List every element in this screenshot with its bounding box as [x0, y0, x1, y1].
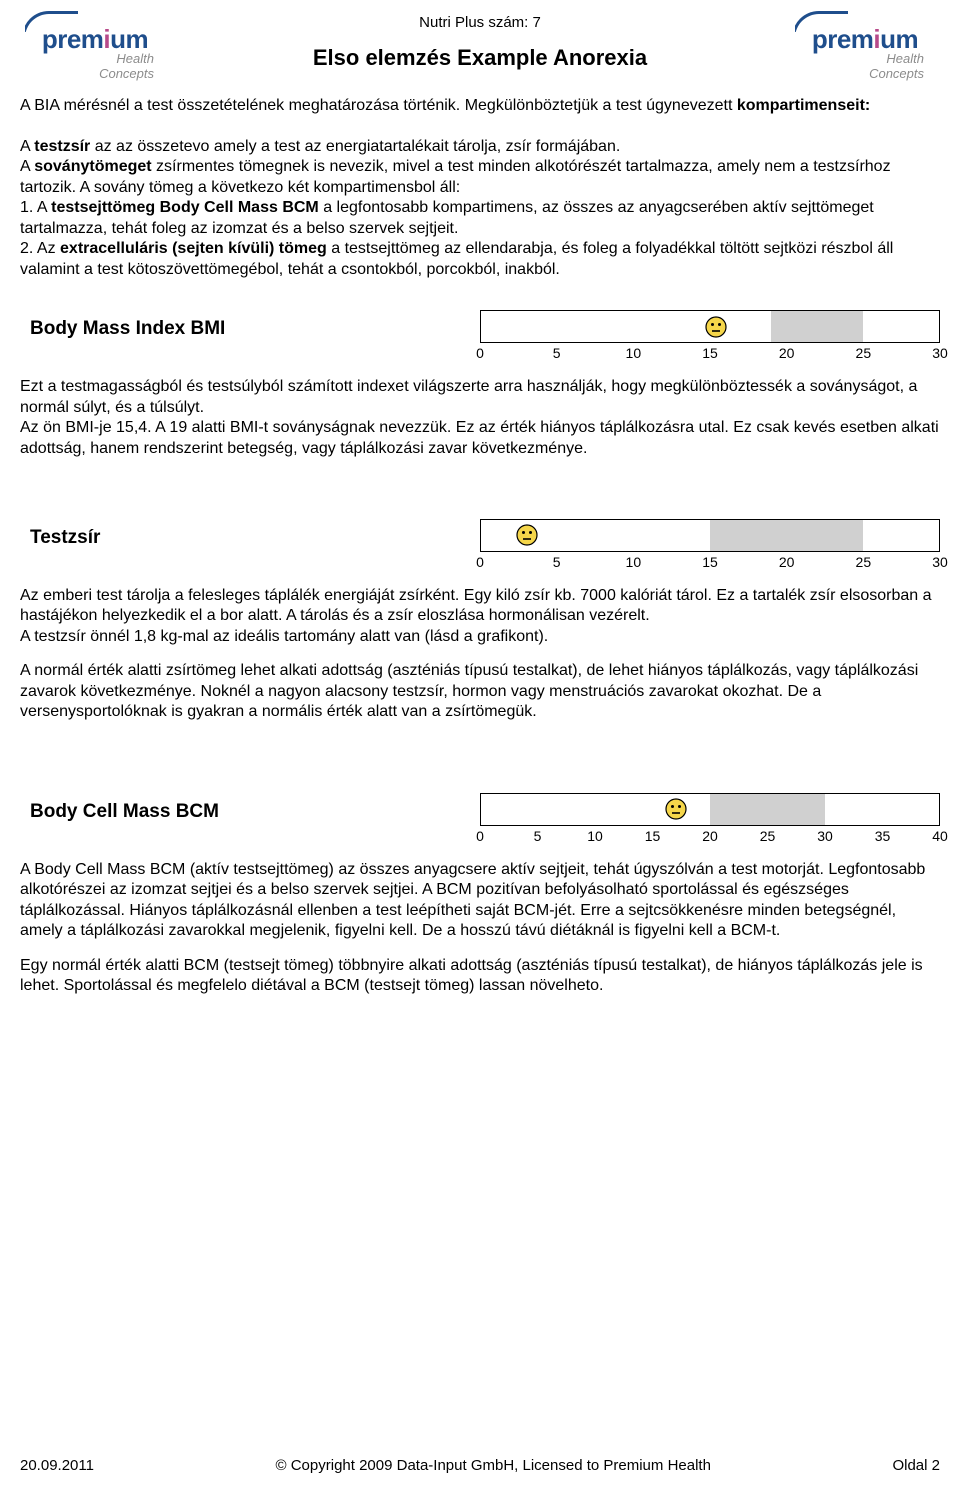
bmi-ticks: 051015202530: [480, 345, 940, 363]
bcm-chart: 0510152025303540: [480, 793, 940, 846]
bcm-title: Body Cell Mass BCM: [20, 793, 480, 823]
bmi-title: Body Mass Index BMI: [20, 310, 480, 340]
fat-section: Testzsír 051015202530: [20, 519, 940, 572]
fat-ticks: 051015202530: [480, 554, 940, 572]
bmi-chart: 051015202530: [480, 310, 940, 363]
bmi-scale-bar: [480, 310, 940, 343]
marker-face-icon: [664, 797, 688, 821]
bcm-text1: A Body Cell Mass BCM (aktív testsejttöme…: [20, 860, 940, 942]
logo-left: premium HealthConcepts: [20, 10, 170, 82]
footer-page: Oldal 2: [892, 1457, 940, 1474]
logo-right: premium HealthConcepts: [790, 10, 940, 82]
bmi-text1: Ezt a testmagasságból és testsúlyból szá…: [20, 377, 940, 418]
page-footer: 20.09.2011 © Copyright 2009 Data-Input G…: [20, 1457, 940, 1474]
fat-chart: 051015202530: [480, 519, 940, 572]
logo-subtitle: HealthConcepts: [790, 52, 940, 82]
fat-text2: A testzsír önnél 1,8 kg-mal az ideális t…: [20, 627, 940, 647]
fat-text3: A normál érték alatti zsírtömeg lehet al…: [20, 661, 940, 722]
document-title: Elso elemzés Example Anorexia: [170, 45, 790, 71]
bcm-ticks: 0510152025303540: [480, 828, 940, 846]
fat-text1: Az emberi test tárolja a felesleges tápl…: [20, 586, 940, 627]
bcm-text2: Egy normál érték alatti BCM (testsejt tö…: [20, 956, 940, 997]
page-header: premium HealthConcepts Nutri Plus szám: …: [20, 10, 940, 82]
bmi-section: Body Mass Index BMI 051015202530: [20, 310, 940, 363]
header-center: Nutri Plus szám: 7 Elso elemzés Example …: [170, 10, 790, 71]
nutri-number: Nutri Plus szám: 7: [170, 14, 790, 31]
fat-title: Testzsír: [20, 519, 480, 549]
bmi-text2: Az ön BMI-je 15,4. A 19 alatti BMI-t sov…: [20, 418, 940, 459]
normal-range: [710, 520, 863, 551]
marker-face-icon: [515, 523, 539, 547]
intro-text: A BIA mérésnél a test összetételének meg…: [20, 96, 940, 280]
fat-scale-bar: [480, 519, 940, 552]
footer-copyright: © Copyright 2009 Data-Input GmbH, Licens…: [276, 1457, 711, 1474]
footer-date: 20.09.2011: [20, 1457, 94, 1474]
bcm-scale-bar: [480, 793, 940, 826]
bcm-section: Body Cell Mass BCM 0510152025303540: [20, 793, 940, 846]
normal-range: [710, 794, 825, 825]
logo-subtitle: HealthConcepts: [20, 52, 170, 82]
marker-face-icon: [704, 315, 728, 339]
normal-range: [771, 311, 863, 342]
